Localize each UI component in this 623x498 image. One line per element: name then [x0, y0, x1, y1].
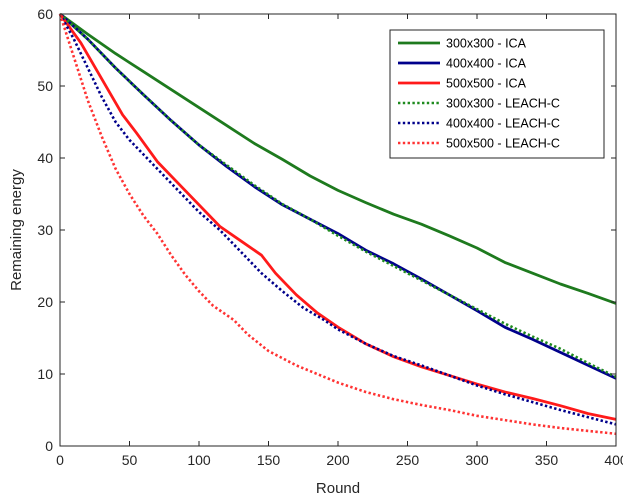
y-tick-label: 0 — [45, 438, 53, 454]
legend: 300x300 - ICA 400x400 - ICA 500x500 - ICA 3… — [389, 29, 605, 159]
series-line-2 — [59, 12, 617, 380]
y-tick-label: 60 — [37, 6, 53, 22]
series-line-3 — [58, 13, 617, 421]
legend-label-5: 400x400 - LEACH-C — [446, 117, 560, 131]
x-tick-label: 100 — [187, 452, 211, 468]
series-layer — [58, 12, 617, 436]
series-line-6 — [58, 13, 617, 436]
series-line-5 — [58, 13, 617, 426]
y-axis-label: Remaining energy — [8, 169, 25, 291]
x-tick-label: 400 — [604, 452, 623, 468]
x-tick-label: 300 — [465, 452, 489, 468]
series-line-4 — [59, 13, 617, 379]
x-axis-label: Round — [316, 480, 360, 497]
x-tick-label: 0 — [56, 452, 64, 468]
x-tick-label: 200 — [326, 452, 350, 468]
y-tick-label: 10 — [37, 366, 53, 382]
y-tick-label: 30 — [37, 222, 53, 238]
x-tick-label: 350 — [535, 452, 559, 468]
series-line-1 — [59, 12, 617, 305]
y-tick-label: 40 — [37, 150, 53, 166]
tick-layer: 0 50 100 150 200 250 300 350 400 0 10 20 30 40 50 60 — [37, 6, 623, 468]
y-tick-label: 20 — [37, 294, 53, 310]
y-tick-label: 50 — [37, 78, 53, 94]
x-tick-label: 150 — [257, 452, 281, 468]
x-tick-label: 50 — [122, 452, 138, 468]
x-tick-label: 250 — [396, 452, 420, 468]
legend-label-3: 500x500 - ICA — [446, 77, 527, 91]
legend-box — [389, 29, 605, 159]
legend-label-4: 300x300 - LEACH-C — [446, 97, 560, 111]
legend-label-1: 300x300 - ICA — [446, 37, 527, 51]
legend-label-6: 500x500 - LEACH-C — [446, 137, 560, 151]
legend-label-2: 400x400 - ICA — [446, 57, 527, 71]
legend-items: 300x300 - ICA 400x400 - ICA 500x500 - ICA 3… — [398, 37, 560, 151]
